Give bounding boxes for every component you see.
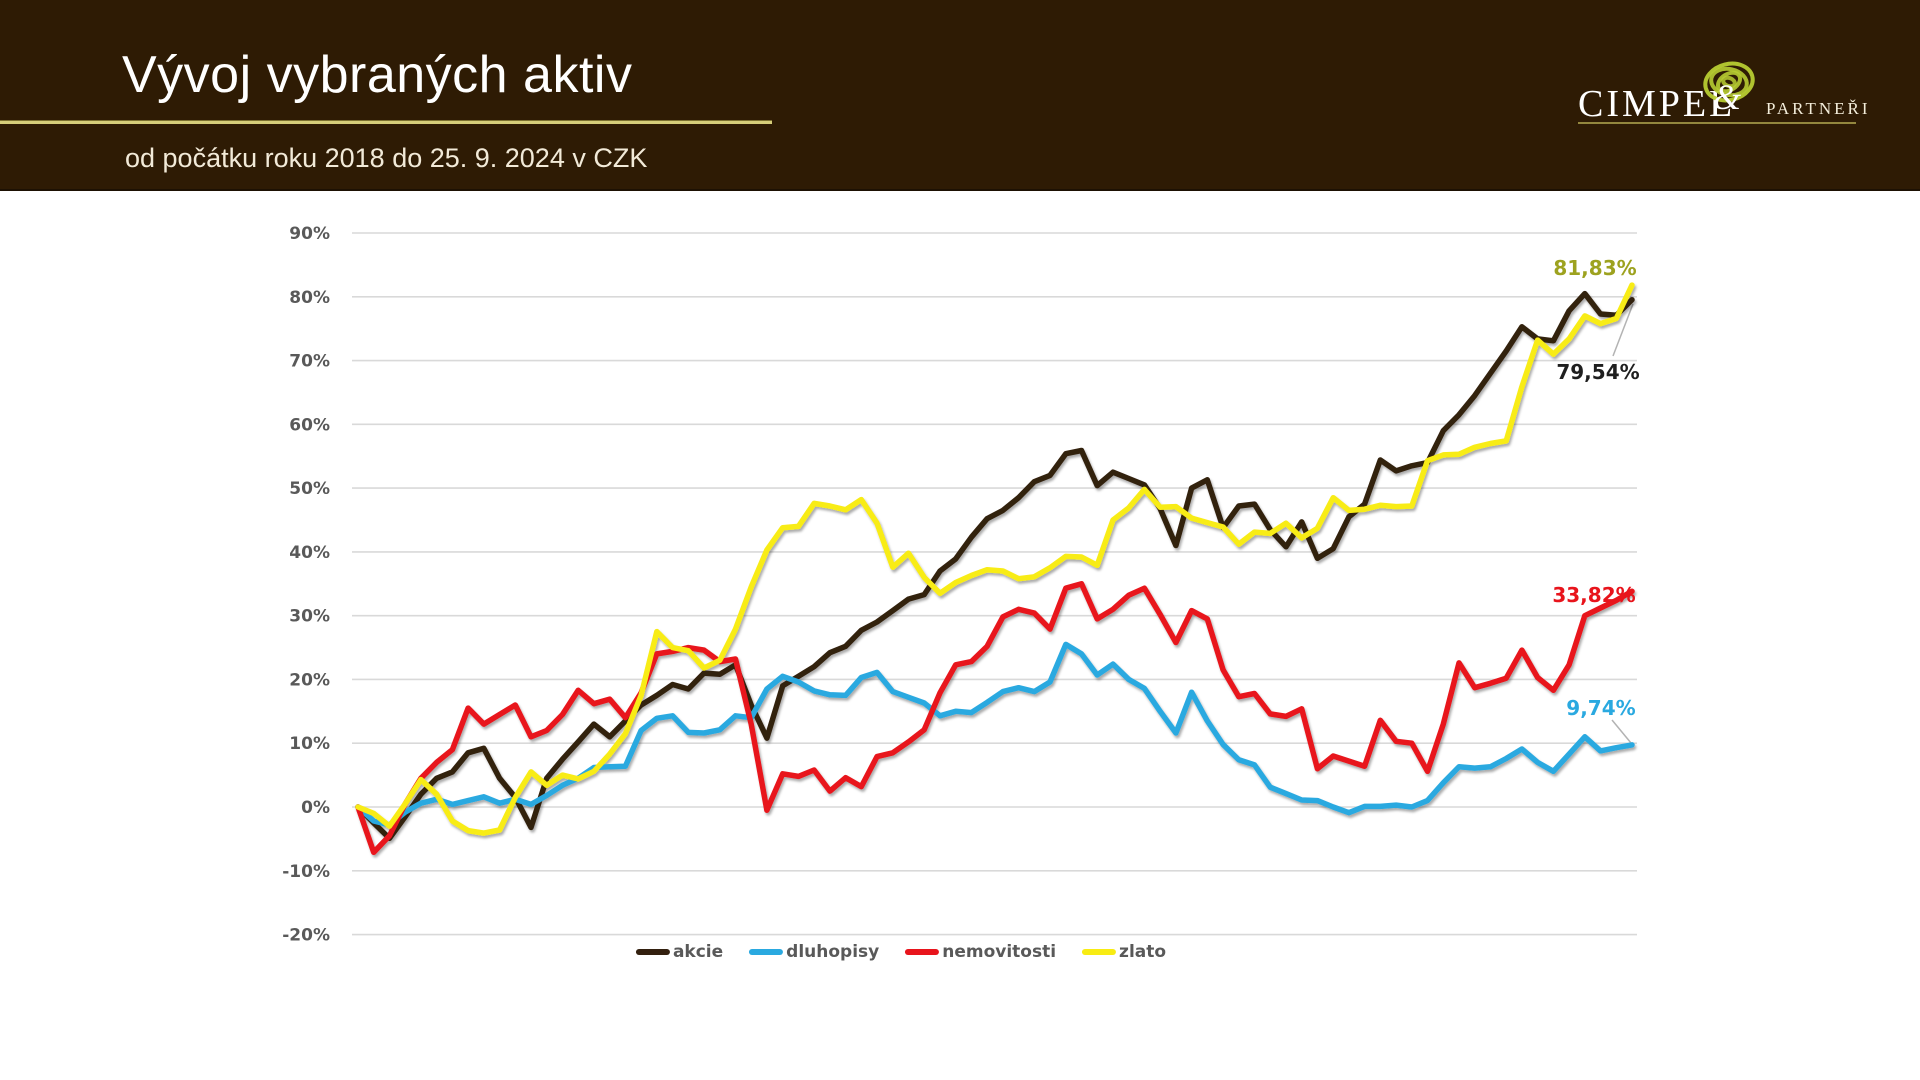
leader-line-akcie [1612,303,1634,357]
legend-item-zlato: zlato [1082,942,1166,962]
series-lines [355,282,1635,856]
y-axis-tick-label: 90% [289,224,330,244]
legend-item-dluhopisy: dluhopisy [749,942,879,962]
y-axis-tick-label: 40% [289,543,330,563]
series-line-akcie [355,290,1635,842]
y-axis-tick-label: 30% [289,607,330,627]
legend-item-akcie: akcie [635,942,724,962]
page-subtitle: od počátku roku 2018 do 25. 9. 2024 v CZ… [125,143,648,173]
y-axis-tick-label: 10% [289,734,330,754]
logo-underline [1578,122,1856,124]
end-value-label-nemovitosti: 33,82% [1552,583,1635,607]
logo-ampersand: & [1713,77,1742,117]
legend-swatch-nemovitosti [905,949,940,955]
chart-legend: akcie dluhopisy nemovitosti zlato [635,942,1166,962]
end-value-label-akcie: 79,54% [1556,360,1639,384]
leader-lines [1611,303,1634,744]
y-axis-tick-label: 0% [301,798,330,818]
title-underline [0,121,772,124]
logo-scribble-icon [1698,58,1760,113]
legend-label: zlato [1119,942,1167,962]
y-axis-tick-label: -10% [282,862,330,882]
y-axis-tick-label: 50% [289,479,330,499]
y-axis-tick-label: 70% [289,352,330,372]
end-value-label-dluhopisy: 9,74% [1566,696,1635,720]
end-value-label-zlato: 81,83% [1553,256,1636,280]
legend-swatch-zlato [1082,949,1117,955]
legend-label: dluhopisy [786,942,880,962]
series-line-zlato [355,282,1635,836]
legend-item-nemovitosti: nemovitosti [905,942,1056,962]
page-title: Vývoj vybraných aktiv [122,46,633,104]
y-axis-tick-label: 20% [289,670,330,690]
y-axis-tick-label: 60% [289,415,330,435]
y-axis-tick-label: 80% [289,288,330,308]
legend-label: akcie [672,942,724,962]
gridlines-and-axis: 90% 80% 70% 60% 50% 40% 30% 20% 10% 0% -10% -20% [282,224,1637,946]
series-line-dluhopisy [355,641,1635,828]
leader-line-dluhopisy [1611,719,1632,744]
logo-text-partneri: PARTNEŘI [1766,99,1871,118]
y-axis-tick-label: -20% [282,926,330,946]
legend-label: nemovitosti [942,942,1057,962]
slide-header: Vývoj vybraných aktiv od počátku roku 20… [0,0,1920,191]
series-line-nemovitosti [355,581,1635,856]
legend-swatch-dluhopisy [749,949,784,955]
legend-swatch-akcie [635,949,670,955]
